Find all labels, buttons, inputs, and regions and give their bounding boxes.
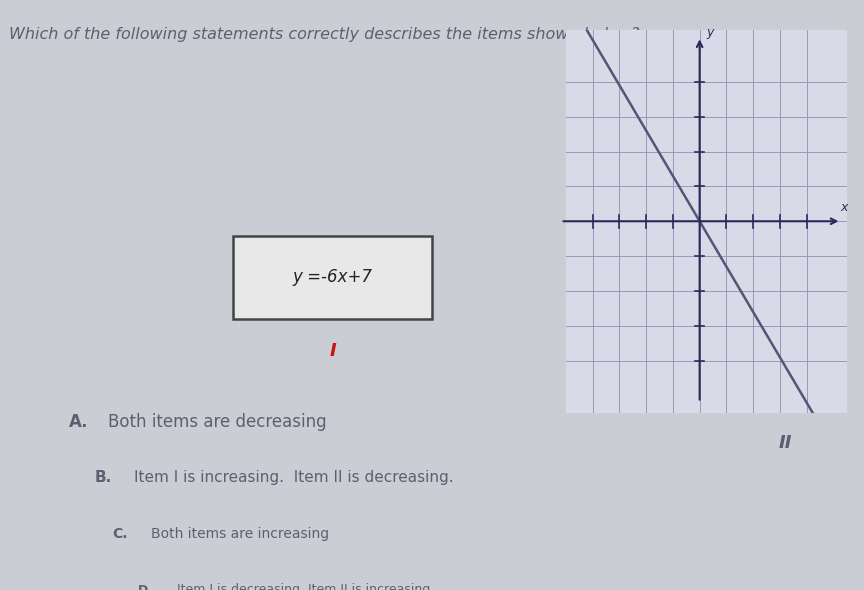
Text: y =-6x+7: y =-6x+7 bbox=[293, 268, 372, 286]
Text: D.: D. bbox=[138, 584, 153, 590]
Text: y: y bbox=[707, 27, 714, 40]
Text: B.: B. bbox=[95, 470, 112, 486]
Text: Which of the following statements correctly describes the items shown below?: Which of the following statements correc… bbox=[9, 27, 639, 41]
Text: A.: A. bbox=[69, 413, 89, 431]
Text: C.: C. bbox=[112, 527, 128, 541]
Text: Both items are decreasing: Both items are decreasing bbox=[108, 413, 327, 431]
Text: Item I is decreasing  Item II is increasing: Item I is decreasing Item II is increasi… bbox=[177, 584, 430, 590]
Text: x: x bbox=[841, 201, 848, 214]
Text: II: II bbox=[778, 434, 791, 451]
Text: I: I bbox=[329, 342, 336, 360]
FancyBboxPatch shape bbox=[233, 236, 432, 319]
Text: Both items are increasing: Both items are increasing bbox=[151, 527, 329, 541]
Text: Item I is increasing.  Item II is decreasing.: Item I is increasing. Item II is decreas… bbox=[134, 470, 454, 486]
